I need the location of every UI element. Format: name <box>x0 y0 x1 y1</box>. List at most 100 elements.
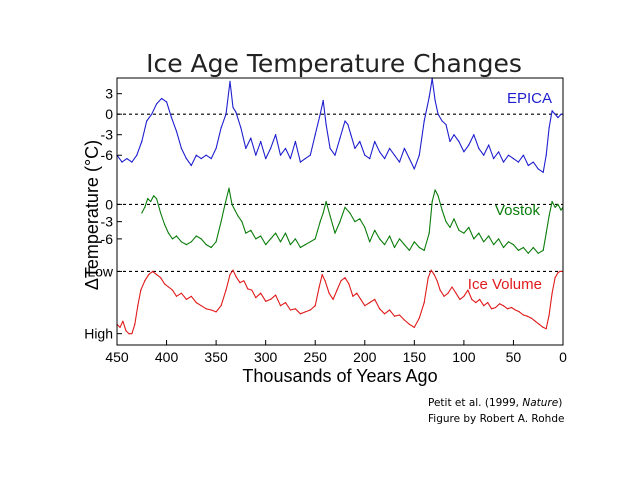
ice-data-point <box>491 308 493 310</box>
epica-data-point <box>347 123 349 126</box>
epica-data-point <box>517 161 520 163</box>
vostok-data-point <box>384 244 386 246</box>
epica-data-point <box>156 103 158 105</box>
vostok-data-point <box>220 221 222 223</box>
ice-data-point <box>119 326 121 328</box>
vostok-data-point <box>423 249 425 251</box>
ice-data-point <box>270 298 272 300</box>
epica-data-point <box>557 117 559 119</box>
vostok-data-point <box>522 246 525 249</box>
ice-data-point <box>125 330 127 332</box>
vostok-data-point <box>250 229 252 231</box>
x-tick-label: 150 <box>403 349 427 365</box>
vostok-data-point <box>493 244 495 246</box>
ice-data-point <box>215 311 217 313</box>
epica-data-point <box>423 120 425 122</box>
epica-series-label: EPICA <box>507 90 552 107</box>
vostok-data-point <box>160 212 162 214</box>
epica-data-point <box>350 134 352 136</box>
ice-data-point <box>279 305 282 307</box>
ice-data-point <box>408 323 410 325</box>
ice-data-point <box>522 314 525 316</box>
ice-data-point <box>475 302 477 304</box>
ice-data-point <box>275 294 277 296</box>
ice-data-point <box>243 280 245 282</box>
epica-data-point <box>493 158 495 160</box>
vostok-data-point <box>551 200 553 203</box>
epica-data-point <box>146 120 148 122</box>
ice-data-point <box>418 317 420 319</box>
ice-data-point <box>265 300 267 302</box>
vostok-data-point <box>431 200 433 203</box>
vostok-data-point <box>545 232 547 234</box>
vostok-data-point <box>314 238 316 240</box>
vostok-data-point <box>164 223 166 226</box>
ice-data-point <box>369 302 371 304</box>
ice-data-point <box>360 298 362 300</box>
vostok-data-point <box>294 238 296 240</box>
epica-data-point <box>339 137 341 139</box>
epica-data-point <box>545 154 547 156</box>
epica-data-point <box>537 168 539 170</box>
epica-data-point <box>398 161 401 163</box>
ice-data-point <box>175 295 178 297</box>
epica-data-point <box>195 154 197 156</box>
vostok-data-point <box>185 244 187 246</box>
epica-data-point <box>225 113 227 115</box>
ice-data-point <box>134 323 136 325</box>
vostok-data-point <box>344 206 346 208</box>
vostok-data-point <box>349 212 351 214</box>
ice-data-point <box>128 333 130 335</box>
epica-data-point <box>265 158 267 160</box>
epica-data-point <box>453 134 455 136</box>
epica-data-point <box>374 140 376 143</box>
vostok-data-point <box>205 244 207 246</box>
ice-data-point <box>167 286 170 288</box>
x-tick-label: 50 <box>506 349 522 365</box>
vostok-data-point <box>171 238 174 240</box>
ice-data-point <box>538 323 540 325</box>
vostok-data-point <box>153 195 155 197</box>
ice-data-point <box>284 302 287 304</box>
epica-data-point <box>121 161 123 163</box>
epica-data-point <box>240 127 242 129</box>
ice-data-point <box>344 277 346 279</box>
vostok-data-point <box>441 209 443 211</box>
ice-data-point <box>131 333 133 335</box>
ice-data-point <box>514 309 517 311</box>
vostok-data-point <box>354 221 356 223</box>
ice-data-point <box>180 292 182 294</box>
vostok-data-point <box>453 218 455 220</box>
epica-data-point <box>161 97 163 100</box>
epica-data-point <box>166 101 168 103</box>
ice-data-point <box>403 319 405 321</box>
ice-data-point <box>459 298 461 300</box>
epica-data-point <box>279 154 282 156</box>
vostok-data-point <box>175 235 178 237</box>
vostok-data-point <box>190 241 192 243</box>
ice-data-point <box>495 306 497 309</box>
ice-data-point <box>389 309 391 311</box>
x-tick-label: 100 <box>452 349 476 365</box>
ice-data-point <box>559 270 561 272</box>
vostok-data-point <box>408 249 410 251</box>
citation-journal: Nature <box>522 397 559 409</box>
vostok-data-point <box>498 238 500 240</box>
vostok-data-point <box>403 244 405 246</box>
vostok-data-point <box>359 218 361 220</box>
ice-data-point <box>314 305 316 307</box>
epica-data-point <box>205 154 207 156</box>
ice-data-point <box>502 305 505 307</box>
vostok-data-point <box>463 232 465 234</box>
epica-data-point <box>232 106 234 108</box>
ice-data-point <box>518 311 521 313</box>
epica-data-point <box>437 113 439 115</box>
epica-data-point <box>507 154 510 156</box>
vostok-data-point <box>548 215 550 217</box>
ice-y-tick-label: High <box>84 326 113 342</box>
ice-data-point <box>548 314 550 316</box>
ice-data-point <box>413 326 415 328</box>
ice-y-tick-label: Low <box>87 263 114 279</box>
vostok-data-point <box>200 238 202 240</box>
